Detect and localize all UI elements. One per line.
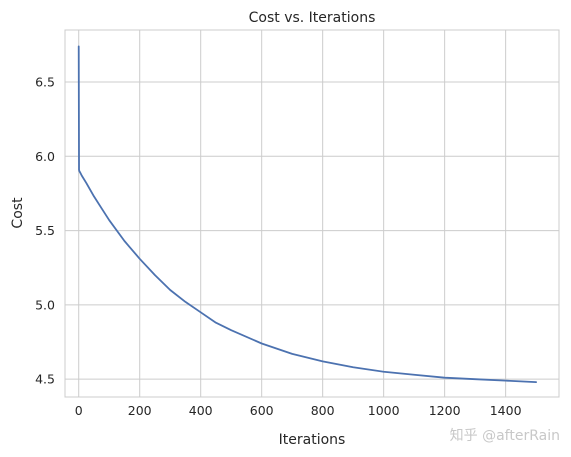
y-tick-label: 4.5 (35, 372, 55, 387)
y-axis-label: Cost (10, 197, 26, 229)
x-tick-label: 0 (75, 403, 83, 418)
x-tick-label: 800 (311, 403, 335, 418)
x-tick-labels: 0 200 400 600 800 1000 1200 1400 (75, 403, 522, 418)
chart-title: Cost vs. Iterations (249, 10, 376, 26)
x-tick-label: 400 (189, 403, 213, 418)
x-axis-label: Iterations (279, 432, 346, 448)
y-tick-labels: 4.5 5.0 5.5 6.0 6.5 (35, 75, 55, 387)
y-tick-label: 6.0 (35, 149, 55, 164)
x-tick-label: 600 (250, 403, 274, 418)
x-tick-label: 1200 (429, 403, 461, 418)
x-tick-label: 1400 (490, 403, 522, 418)
watermark-text: 知乎 @afterRain (450, 427, 560, 444)
grid (65, 30, 559, 397)
series-layer (77, 45, 538, 384)
y-tick-label: 5.5 (35, 223, 55, 238)
y-tick-label: 6.5 (35, 75, 55, 90)
x-tick-label: 1000 (368, 403, 400, 418)
y-tick-label: 5.0 (35, 297, 55, 312)
series-line-0 (77, 45, 538, 384)
plot-area (64, 29, 560, 398)
x-tick-label: 200 (128, 403, 152, 418)
